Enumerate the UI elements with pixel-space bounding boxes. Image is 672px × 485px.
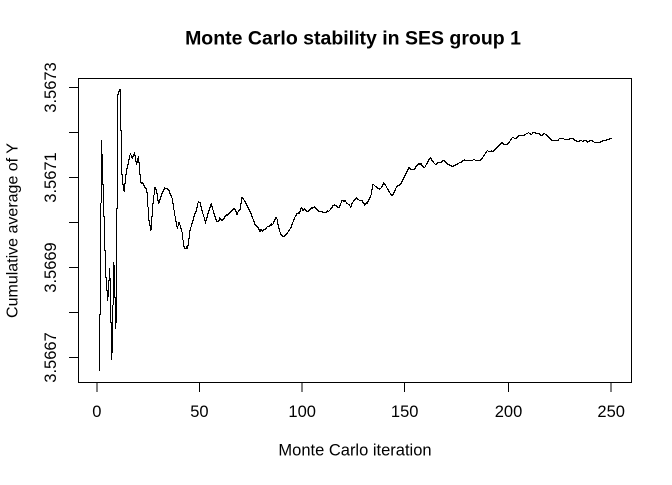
svg-text:3.5669: 3.5669 — [42, 242, 60, 292]
svg-text:0: 0 — [92, 403, 101, 421]
svg-text:Monte Carlo iteration: Monte Carlo iteration — [278, 442, 431, 460]
svg-text:3.5667: 3.5667 — [42, 332, 60, 382]
svg-text:3.5673: 3.5673 — [42, 62, 60, 112]
svg-text:100: 100 — [288, 403, 316, 421]
svg-text:150: 150 — [391, 403, 419, 421]
svg-text:Cumulative average of Y: Cumulative average of Y — [5, 143, 22, 318]
svg-text:50: 50 — [190, 403, 208, 421]
svg-text:3.5671: 3.5671 — [42, 152, 60, 202]
svg-text:200: 200 — [495, 403, 523, 421]
svg-text:Monte Carlo stability in SES g: Monte Carlo stability in SES group 1 — [185, 28, 521, 50]
svg-text:250: 250 — [597, 403, 625, 421]
